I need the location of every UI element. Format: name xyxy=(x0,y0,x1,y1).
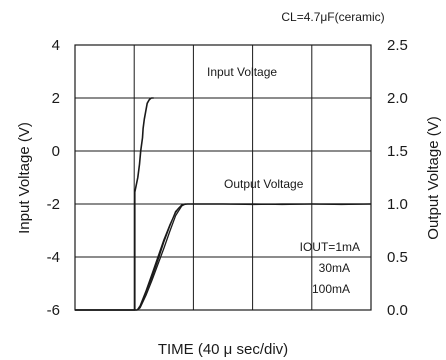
left-axis-label: Input Voltage (V) xyxy=(16,122,33,234)
iout-1ma-annotation: IOUT=1mA xyxy=(300,240,360,254)
right-tick-label: 2.0 xyxy=(387,90,408,107)
series-lines xyxy=(75,97,372,311)
iout-100ma-annotation: 100mA xyxy=(312,282,350,296)
left-tick-label: -6 xyxy=(47,302,60,319)
left-tick-label: -2 xyxy=(47,196,60,213)
left-tick-label: 0 xyxy=(52,143,60,160)
right-axis-ticks: 2.5 2.0 1.5 1.0 0.5 0.0 xyxy=(387,37,408,319)
input-voltage-line xyxy=(75,97,154,311)
right-tick-label: 1.5 xyxy=(387,143,408,160)
iout-30ma-annotation: 30mA xyxy=(319,261,350,275)
output-voltage-annotation: Output Voltage xyxy=(224,177,304,191)
plot-frame xyxy=(74,44,372,311)
input-voltage-annotation: Input Voltage xyxy=(207,65,277,79)
x-axis-label: TIME (40 μ sec/div) xyxy=(158,341,288,358)
chart-title: CL=4.7μF(ceramic) xyxy=(281,10,384,24)
right-tick-label: 0.5 xyxy=(387,249,408,266)
right-tick-label: 1.0 xyxy=(387,196,408,213)
left-tick-label: -4 xyxy=(47,249,60,266)
right-axis-label: Output Voltage (V) xyxy=(425,116,442,239)
right-tick-label: 0.0 xyxy=(387,302,408,319)
right-tick-label: 2.5 xyxy=(387,37,408,54)
left-tick-label: 4 xyxy=(52,37,60,54)
left-axis-ticks: 4 2 0 -2 -4 -6 xyxy=(47,37,60,319)
output-voltage-line-3 xyxy=(75,203,371,311)
left-tick-label: 2 xyxy=(52,90,60,107)
